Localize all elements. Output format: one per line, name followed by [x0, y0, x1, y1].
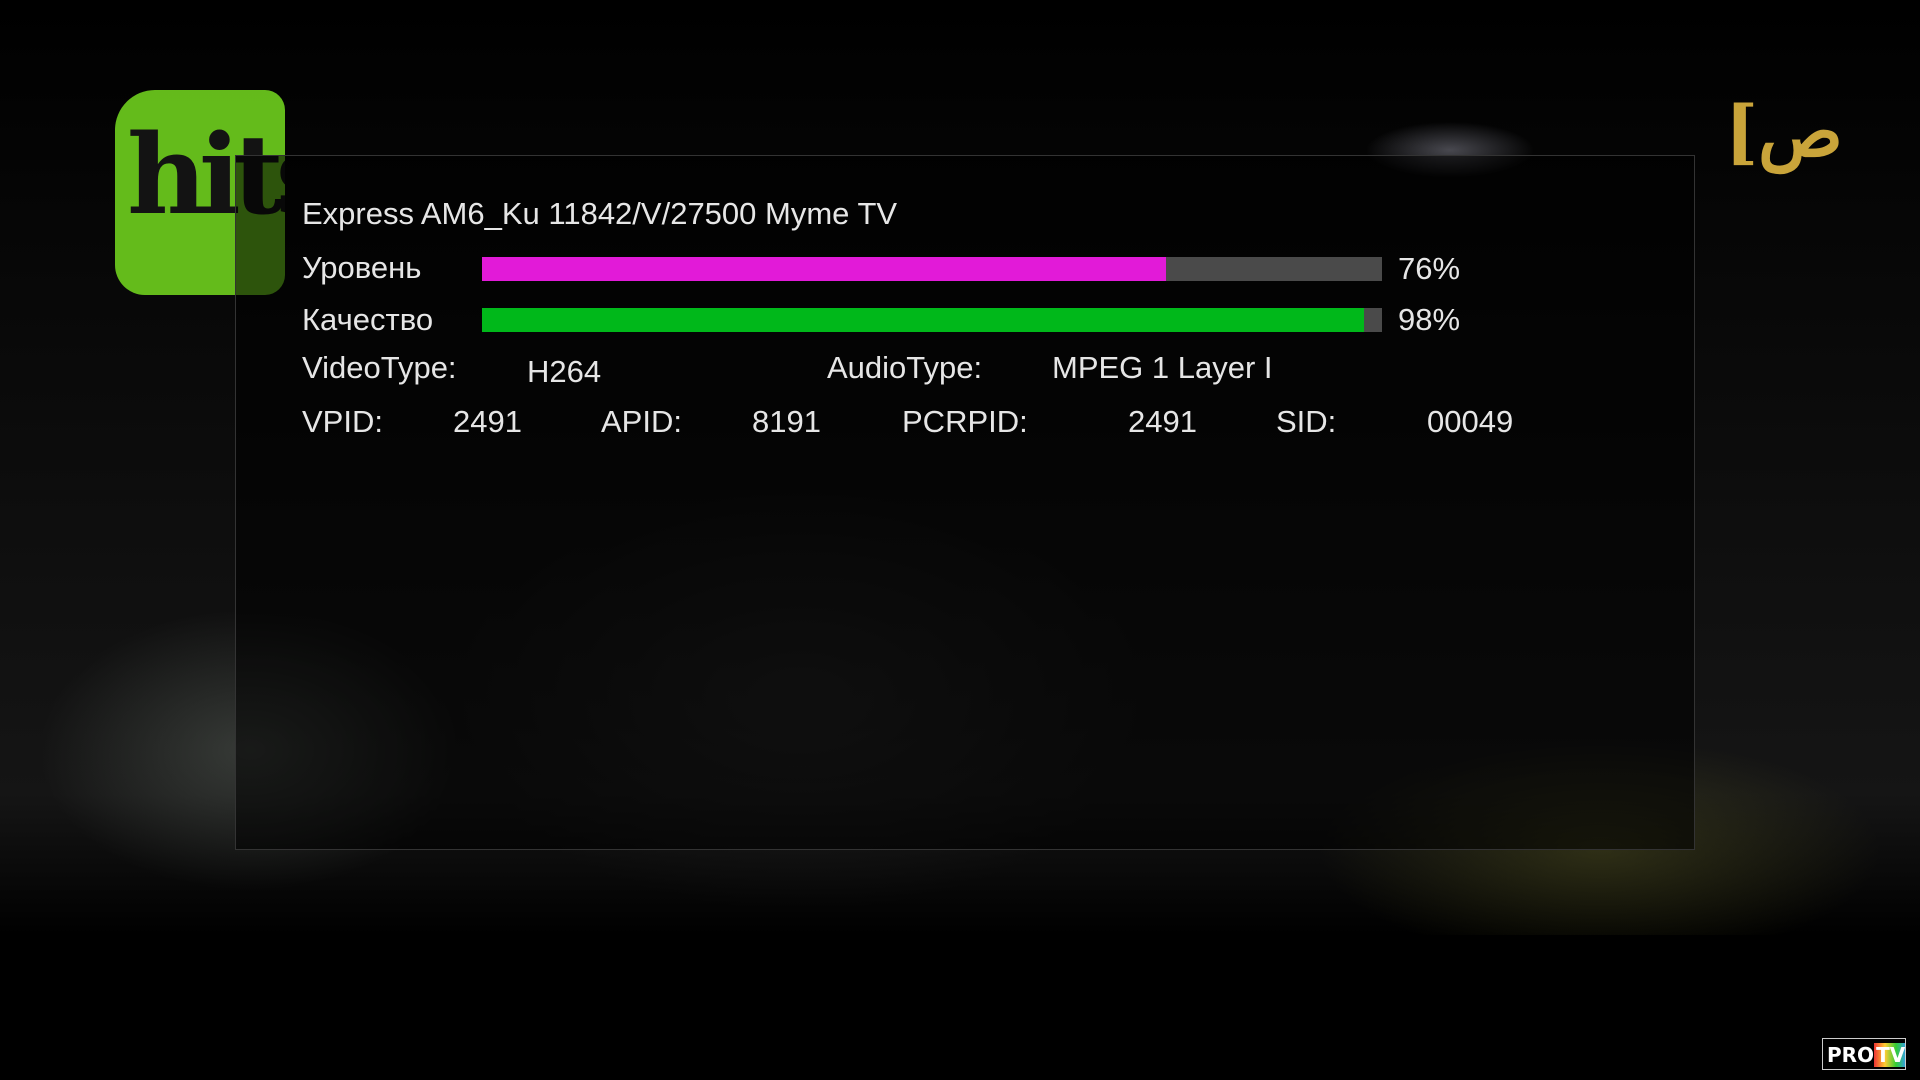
watermark-pro-text: PRO	[1827, 1043, 1875, 1067]
vpid-label: VPID:	[302, 404, 383, 439]
video-type-label: VideoType:	[302, 350, 457, 385]
watermark-tv-text: TV	[1874, 1043, 1906, 1067]
quality-bar	[482, 308, 1382, 332]
level-bar-fill	[482, 257, 1166, 281]
level-label: Уровень	[302, 250, 422, 285]
level-value: 76%	[1398, 251, 1461, 286]
sid-label: SID:	[1276, 404, 1337, 439]
vpid-value: 2491	[453, 404, 522, 439]
pcrpid-label: PCRPID:	[902, 404, 1028, 439]
audio-type-value: MPEG 1 Layer I	[1052, 350, 1273, 385]
apid-label: APID:	[601, 404, 682, 439]
quality-label: Качество	[302, 302, 434, 337]
transponder-title: Express AM6_Ku 11842/V/27500 Myme TV	[302, 196, 898, 231]
channel-corner-logo: [ص	[1725, 90, 1843, 173]
apid-value: 8191	[752, 404, 821, 439]
quality-value: 98%	[1398, 302, 1461, 337]
protv-watermark: PRO TV	[1822, 1038, 1906, 1070]
sid-value: 00049	[1427, 404, 1514, 439]
video-type-value: H264	[527, 354, 602, 389]
pcrpid-value: 2491	[1128, 404, 1197, 439]
level-bar	[482, 257, 1382, 281]
quality-bar-fill	[482, 308, 1364, 332]
audio-type-label: AudioType:	[827, 350, 983, 385]
